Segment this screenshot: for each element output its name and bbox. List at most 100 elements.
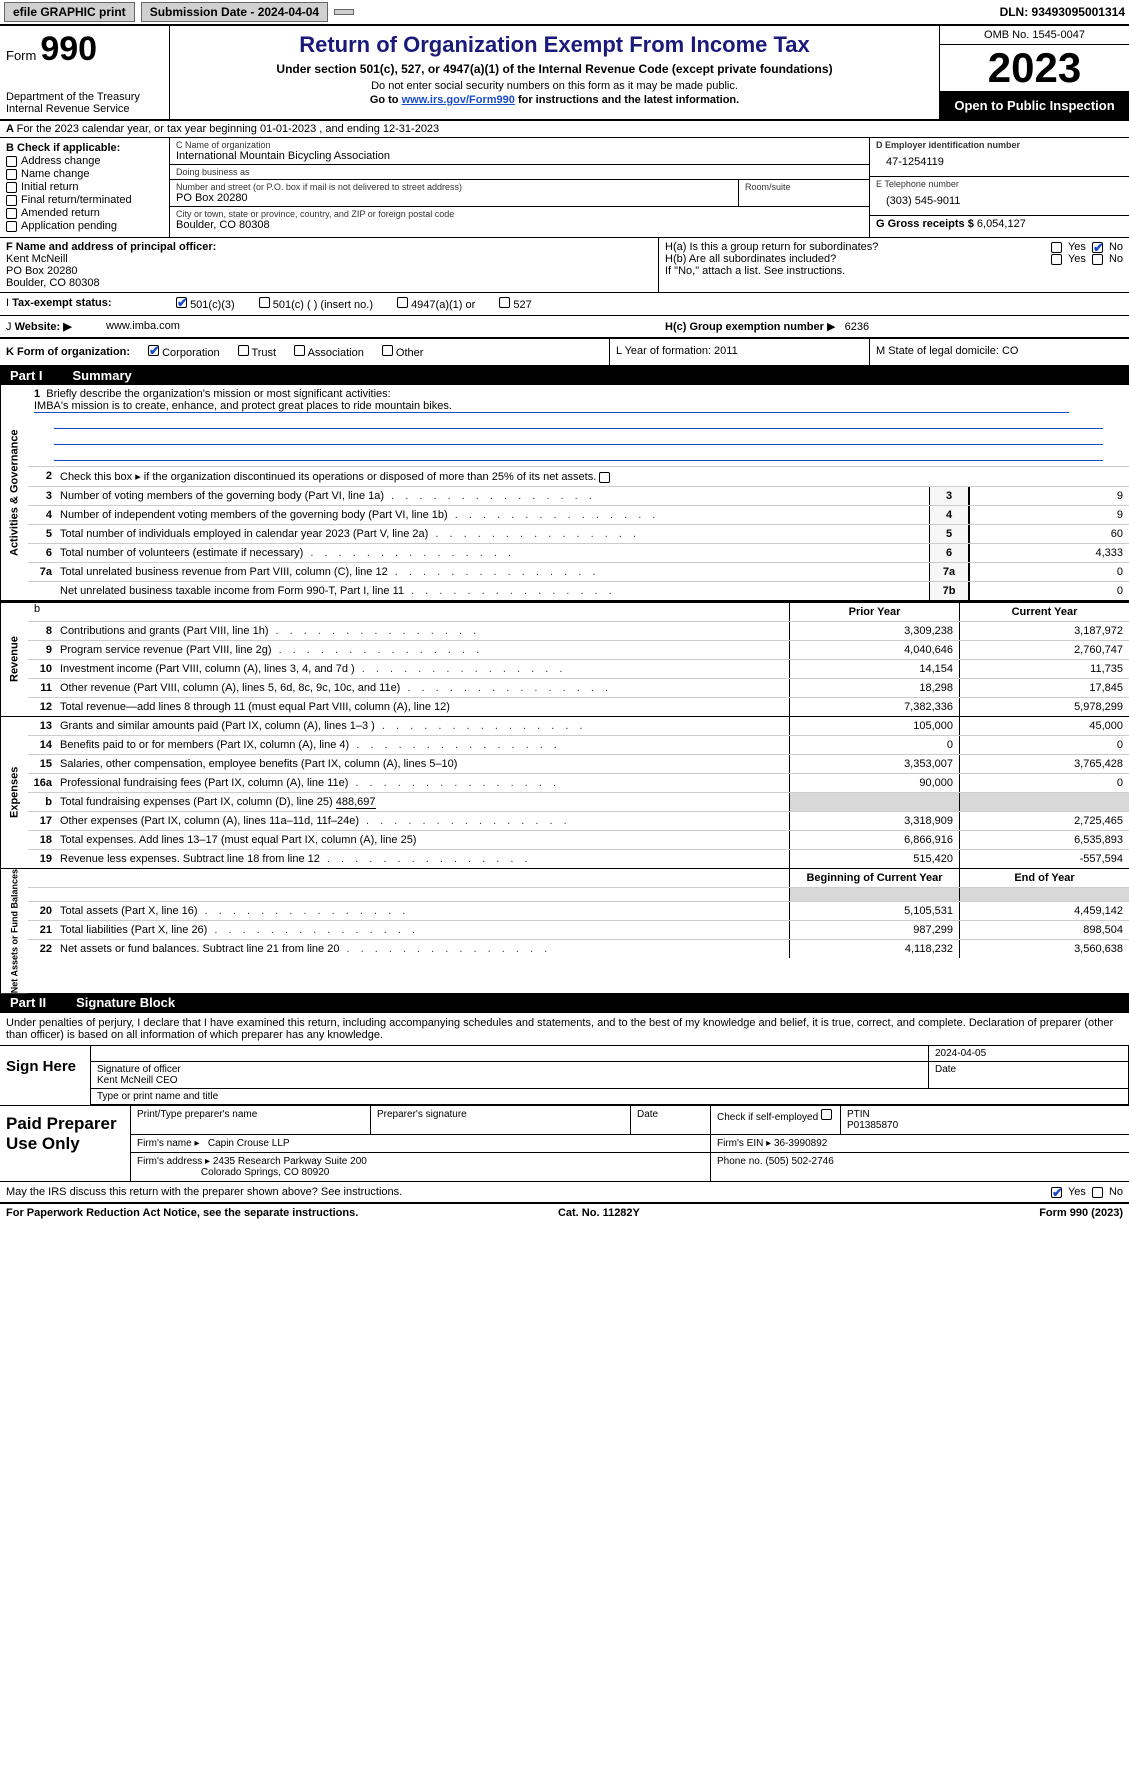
checkbox-527[interactable]	[499, 297, 510, 308]
checkbox-discontinued[interactable]	[599, 472, 610, 483]
phone-label: Phone no.	[717, 1156, 763, 1167]
box-4: 4	[929, 506, 969, 524]
c9: 2,760,747	[959, 641, 1129, 659]
form-word: Form	[6, 48, 36, 63]
checkbox-hb-no[interactable]	[1092, 254, 1103, 265]
submission-date-button[interactable]: Submission Date - 2024-04-04	[141, 2, 328, 22]
ha-label: H(a) Is this a group return for subordin…	[665, 241, 1051, 253]
checkbox-501c[interactable]	[259, 297, 270, 308]
discuss-text: May the IRS discuss this return with the…	[6, 1186, 1051, 1198]
line-16a: Professional fundraising fees (Part IX, …	[56, 774, 789, 792]
underline-1	[54, 415, 1103, 429]
checkbox-app-pending[interactable]	[6, 221, 17, 232]
irs-link[interactable]: www.irs.gov/Form990	[402, 94, 515, 106]
c21: 898,504	[959, 921, 1129, 939]
prep-h5: PTIN	[847, 1109, 870, 1120]
city-cell: City or town, state or province, country…	[170, 207, 869, 233]
p20: 5,105,531	[789, 902, 959, 920]
c19: -557,594	[959, 850, 1129, 868]
discuss-row: May the IRS discuss this return with the…	[0, 1181, 1129, 1202]
opt-app-pending: Application pending	[21, 220, 117, 232]
ein-label: Firm's EIN ▸	[717, 1138, 771, 1149]
checkbox-discuss-yes[interactable]	[1051, 1187, 1062, 1198]
blank-button[interactable]	[334, 9, 354, 15]
section-l: L Year of formation: 2011	[609, 339, 869, 365]
b-label: B Check if applicable:	[6, 142, 163, 154]
officer-addr2: Boulder, CO 80308	[6, 277, 652, 289]
net-header: Beginning of Current Year End of Year	[28, 869, 1129, 887]
opt-initial-return: Initial return	[21, 181, 78, 193]
checkbox-assoc[interactable]	[294, 345, 305, 356]
c14: 0	[959, 736, 1129, 754]
dba-cell: Doing business as	[170, 165, 869, 180]
firm-label: Firm's name ▸	[137, 1138, 200, 1149]
checkbox-final-return[interactable]	[6, 195, 17, 206]
checkbox-discuss-no[interactable]	[1092, 1187, 1103, 1198]
checkbox-501c3[interactable]	[176, 297, 187, 308]
val-7a: 0	[969, 563, 1129, 581]
checkbox-other[interactable]	[382, 345, 393, 356]
line-21: Total liabilities (Part X, line 26)	[56, 921, 789, 939]
dln-label: DLN: 93493095001314	[1000, 5, 1125, 19]
open-public-badge: Open to Public Inspection	[940, 92, 1129, 119]
checkbox-ha-yes[interactable]	[1051, 242, 1062, 253]
room-label: Room/suite	[745, 182, 863, 192]
p18: 6,866,916	[789, 831, 959, 849]
section-h: H(a) Is this a group return for subordin…	[659, 238, 1129, 292]
beg-year-hdr: Beginning of Current Year	[789, 869, 959, 887]
p14: 0	[789, 736, 959, 754]
checkbox-4947[interactable]	[397, 297, 408, 308]
header-right: OMB No. 1545-0047 2023 Open to Public In…	[939, 26, 1129, 119]
form-title: Return of Organization Exempt From Incom…	[178, 32, 931, 58]
efile-print-button[interactable]: efile GRAPHIC print	[4, 2, 135, 22]
line-10: Investment income (Part VIII, column (A)…	[56, 660, 789, 678]
firm-name: Capin Crouse LLP	[208, 1138, 290, 1149]
hc-label: H(c) Group exemption number	[665, 321, 827, 333]
identity-block: B Check if applicable: Address change Na…	[0, 138, 1129, 238]
p8: 3,309,238	[789, 622, 959, 640]
checkbox-trust[interactable]	[238, 345, 249, 356]
checkbox-address-change[interactable]	[6, 156, 17, 167]
ein-value: 36-3990892	[774, 1138, 827, 1149]
line-4-label: Number of independent voting members of …	[56, 506, 929, 524]
line-1: 1 Briefly describe the organization's mi…	[28, 385, 1129, 466]
c16a: 0	[959, 774, 1129, 792]
footer-mid: Cat. No. 11282Y	[558, 1207, 640, 1219]
sig-date: 2024-04-05	[929, 1046, 1129, 1062]
firm-addr-label: Firm's address ▸	[137, 1156, 210, 1167]
discuss-no: No	[1109, 1186, 1123, 1198]
ha-no: No	[1109, 241, 1123, 253]
val-3: 9	[969, 487, 1129, 505]
line-7a-label: Total unrelated business revenue from Pa…	[56, 563, 929, 581]
calendar-year-text: For the 2023 calendar year, or tax year …	[17, 123, 440, 135]
officer-addr1: PO Box 20280	[6, 265, 652, 277]
checkbox-self-employed[interactable]	[821, 1109, 832, 1120]
c12: 5,978,299	[959, 698, 1129, 716]
paid-preparer: Paid Preparer Use Only Print/Type prepar…	[0, 1105, 1129, 1181]
expenses-section: Expenses 13Grants and similar amounts pa…	[0, 717, 1129, 869]
checkbox-ha-no[interactable]	[1092, 242, 1103, 253]
part-2-num: Part II	[10, 995, 46, 1010]
checkbox-name-change[interactable]	[6, 169, 17, 180]
line-17: Other expenses (Part IX, column (A), lin…	[56, 812, 789, 830]
website-label: Website:	[15, 321, 61, 333]
p13: 105,000	[789, 717, 959, 735]
checkbox-initial-return[interactable]	[6, 182, 17, 193]
part-2-header: Part II Signature Block	[0, 993, 1129, 1012]
form-number: Form 990	[6, 30, 163, 69]
section-m: M State of legal domicile: CO	[869, 339, 1129, 365]
officer-name: Kent McNeill	[6, 253, 652, 265]
line-18: Total expenses. Add lines 13–17 (must eq…	[56, 831, 789, 849]
ein-label: D Employer identification number	[876, 140, 1123, 150]
checkbox-corp[interactable]	[148, 345, 159, 356]
section-a: A For the 2023 calendar year, or tax yea…	[0, 121, 1129, 138]
checkbox-amended-return[interactable]	[6, 208, 17, 219]
box-7b: 7b	[929, 582, 969, 600]
line-9: Program service revenue (Part VIII, line…	[56, 641, 789, 659]
firm-addr2: Colorado Springs, CO 80920	[201, 1167, 329, 1178]
prior-year-hdr: Prior Year	[789, 603, 959, 621]
section-hc: H(c) Group exemption number ▶ 6236	[659, 316, 1129, 337]
checkbox-hb-yes[interactable]	[1051, 254, 1062, 265]
section-f: F Name and address of principal officer:…	[0, 238, 659, 292]
tax-year: 2023	[940, 45, 1129, 92]
